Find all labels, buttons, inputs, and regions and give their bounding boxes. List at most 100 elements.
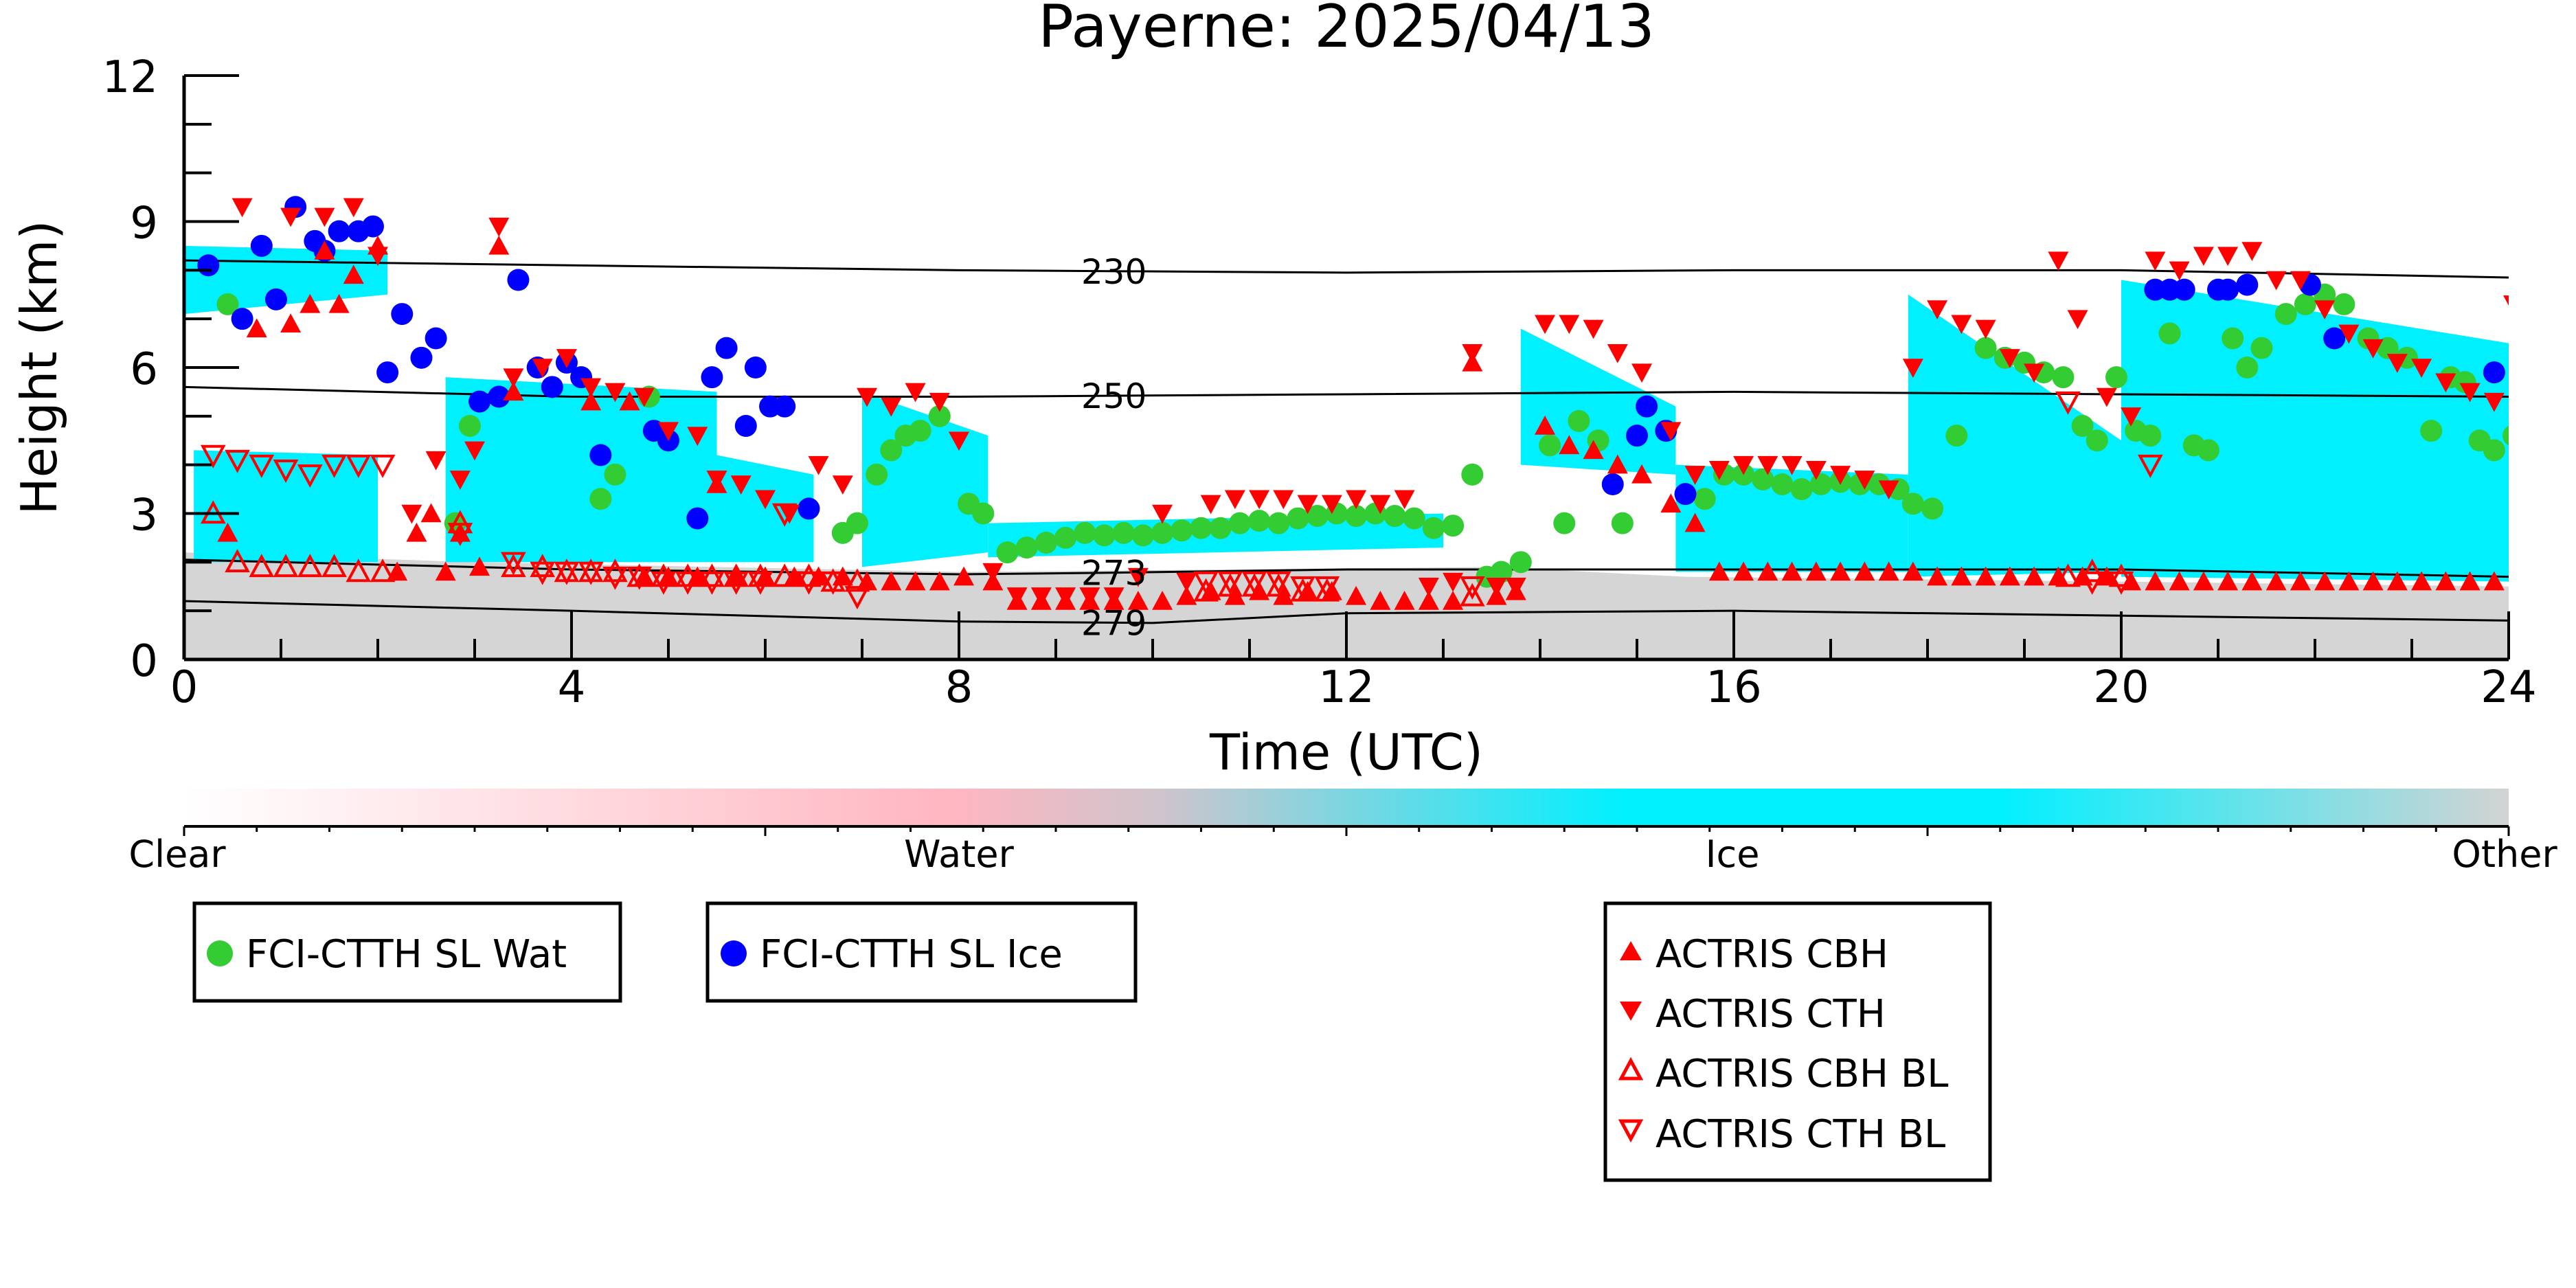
point-actris-cth-bl [447,523,473,547]
point-actris-cth [730,475,752,495]
point-actris-cth [2048,251,2069,271]
point-actris-cbh-bl [651,563,677,587]
point-actris-cbh [1535,416,1556,435]
point-fci-ctth-sl-wat [1442,515,1465,537]
point-fci-ctth-sl-wat [1074,521,1096,544]
point-fci-ctth-sl-wat [1190,517,1212,539]
point-actris-cth-bl [1290,576,1315,600]
point-actris-cth [2096,387,2117,407]
point-actris-cbh [2266,571,2287,591]
point-actris-cth [2483,392,2505,412]
x-tick-label: 16 [1706,662,1761,713]
x-tick-label: 12 [1318,662,1374,713]
point-fci-ctth-sl-ice [2236,273,2259,296]
point-fci-ctth-sl-wat [1945,425,1968,447]
point-fci-ctth-sl-wat [1267,512,1290,534]
point-actris-cth-bl [530,561,556,585]
point-actris-cbh-bl [2108,563,2134,587]
x-tick-label: 20 [2093,662,2149,713]
point-actris-cth [2241,242,2263,261]
point-fci-ctth-sl-wat [1015,536,1038,559]
point-actris-cbh [1830,561,1851,581]
point-fci-ctth-sl-wat [1383,505,1406,528]
legend-box-actris: ACTRIS CBH ACTRIS CTH ACTRIS CBH BL ACTR… [1603,901,1992,1182]
point-fci-ctth-sl-wat [1490,561,1513,583]
point-actris-cbh-bl [370,558,396,583]
point-actris-cbh [1902,561,1923,581]
point-fci-ctth-sl-wat [2222,327,2244,350]
y-tick-label: 12 [102,52,158,103]
point-fci-ctth-sl-ice [328,220,350,242]
point-fci-ctth-sl-ice [541,376,563,398]
point-fci-ctth-sl-wat [1568,409,1590,432]
point-actris-cbh-bl [2055,563,2081,587]
point-actris-cth [658,422,679,442]
point-actris-cth [503,368,524,388]
point-actris-cth [2411,359,2432,378]
point-fci-ctth-sl-wat [2197,439,2219,462]
point-actris-cbh [929,571,950,591]
point-actris-cbh [2193,571,2214,591]
point-actris-cbh [857,571,878,591]
point-actris-cth [1902,359,1923,378]
point-fci-ctth-sl-wat [2522,449,2544,471]
point-fci-ctth-sl-wat [1901,493,1924,515]
point-actris-cth [1103,587,1125,607]
legend-label-actris-cth: ACTRIS CTH [1656,992,1886,1037]
legend-label-actris-cbh: ACTRIS CBH [1656,932,1888,977]
point-fci-ctth-sl-ice [715,337,738,359]
point-actris-cth [1462,344,1483,363]
point-actris-cbh-bl [699,563,725,587]
point-actris-cth-bl [321,454,347,478]
point-actris-cth [1878,480,1899,500]
point-actris-cbh [314,240,335,260]
point-fci-ctth-sl-ice [2217,278,2239,301]
point-actris-cbh-bl [1265,573,1291,597]
point-actris-cth-bl [747,571,773,595]
point-actris-cth-bl [602,566,628,590]
point-fci-ctth-sl-wat [2376,337,2399,359]
point-fci-ctth-sl-wat [2483,439,2505,462]
x-tick-label: 8 [945,662,973,713]
point-actris-cbh-bl [844,568,870,592]
point-actris-cth-bl [675,571,701,595]
point-actris-cbh-bl [321,554,347,578]
legend-box-water: FCI-CTTH SL Wat [192,901,622,1003]
point-actris-cbh-bl [771,563,798,587]
point-actris-cbh [503,381,524,401]
point-fci-ctth-sl-wat [1611,512,1634,534]
point-actris-cth [1443,572,1464,592]
point-actris-cth [2338,324,2360,344]
point-actris-cbh-bl [273,554,299,578]
point-fci-ctth-sl-ice [773,395,796,418]
point-actris-cth-bl [225,449,250,473]
point-actris-cbh [1370,591,1391,610]
point-fci-ctth-sl-wat [2105,366,2127,389]
point-actris-cbh [420,503,442,523]
point-actris-cbh [1708,561,1730,581]
point-fci-ctth-sl-ice [1601,473,1624,495]
point-actris-cth [2217,247,2239,267]
point-actris-cth-bl [844,586,870,610]
point-actris-cth [1505,578,1526,597]
point-fci-ctth-sl-wat [2420,420,2443,442]
point-fci-ctth-sl-wat [589,488,612,510]
point-actris-cth [280,207,302,227]
point-fci-ctth-sl-wat [1809,473,1832,495]
point-actris-cth [1781,455,1803,475]
legend-marker-fci-wat [207,940,233,967]
point-actris-cbh [1394,591,1415,610]
point-actris-cth [1830,466,1851,485]
point-actris-cbh-bl [796,563,822,587]
point-actris-cth [633,387,655,407]
point-actris-cth [1394,490,1415,510]
point-fci-ctth-sl-wat [1921,497,1944,520]
point-fci-ctth-sl-wat [880,439,903,462]
point-actris-cth [949,431,969,451]
point-fci-ctth-sl-ice [1636,395,1658,418]
point-actris-cth [449,471,471,490]
point-actris-cth [1346,490,1367,510]
point-fci-ctth-sl-wat [1461,463,1484,486]
point-fci-ctth-sl-ice [2173,278,2195,301]
